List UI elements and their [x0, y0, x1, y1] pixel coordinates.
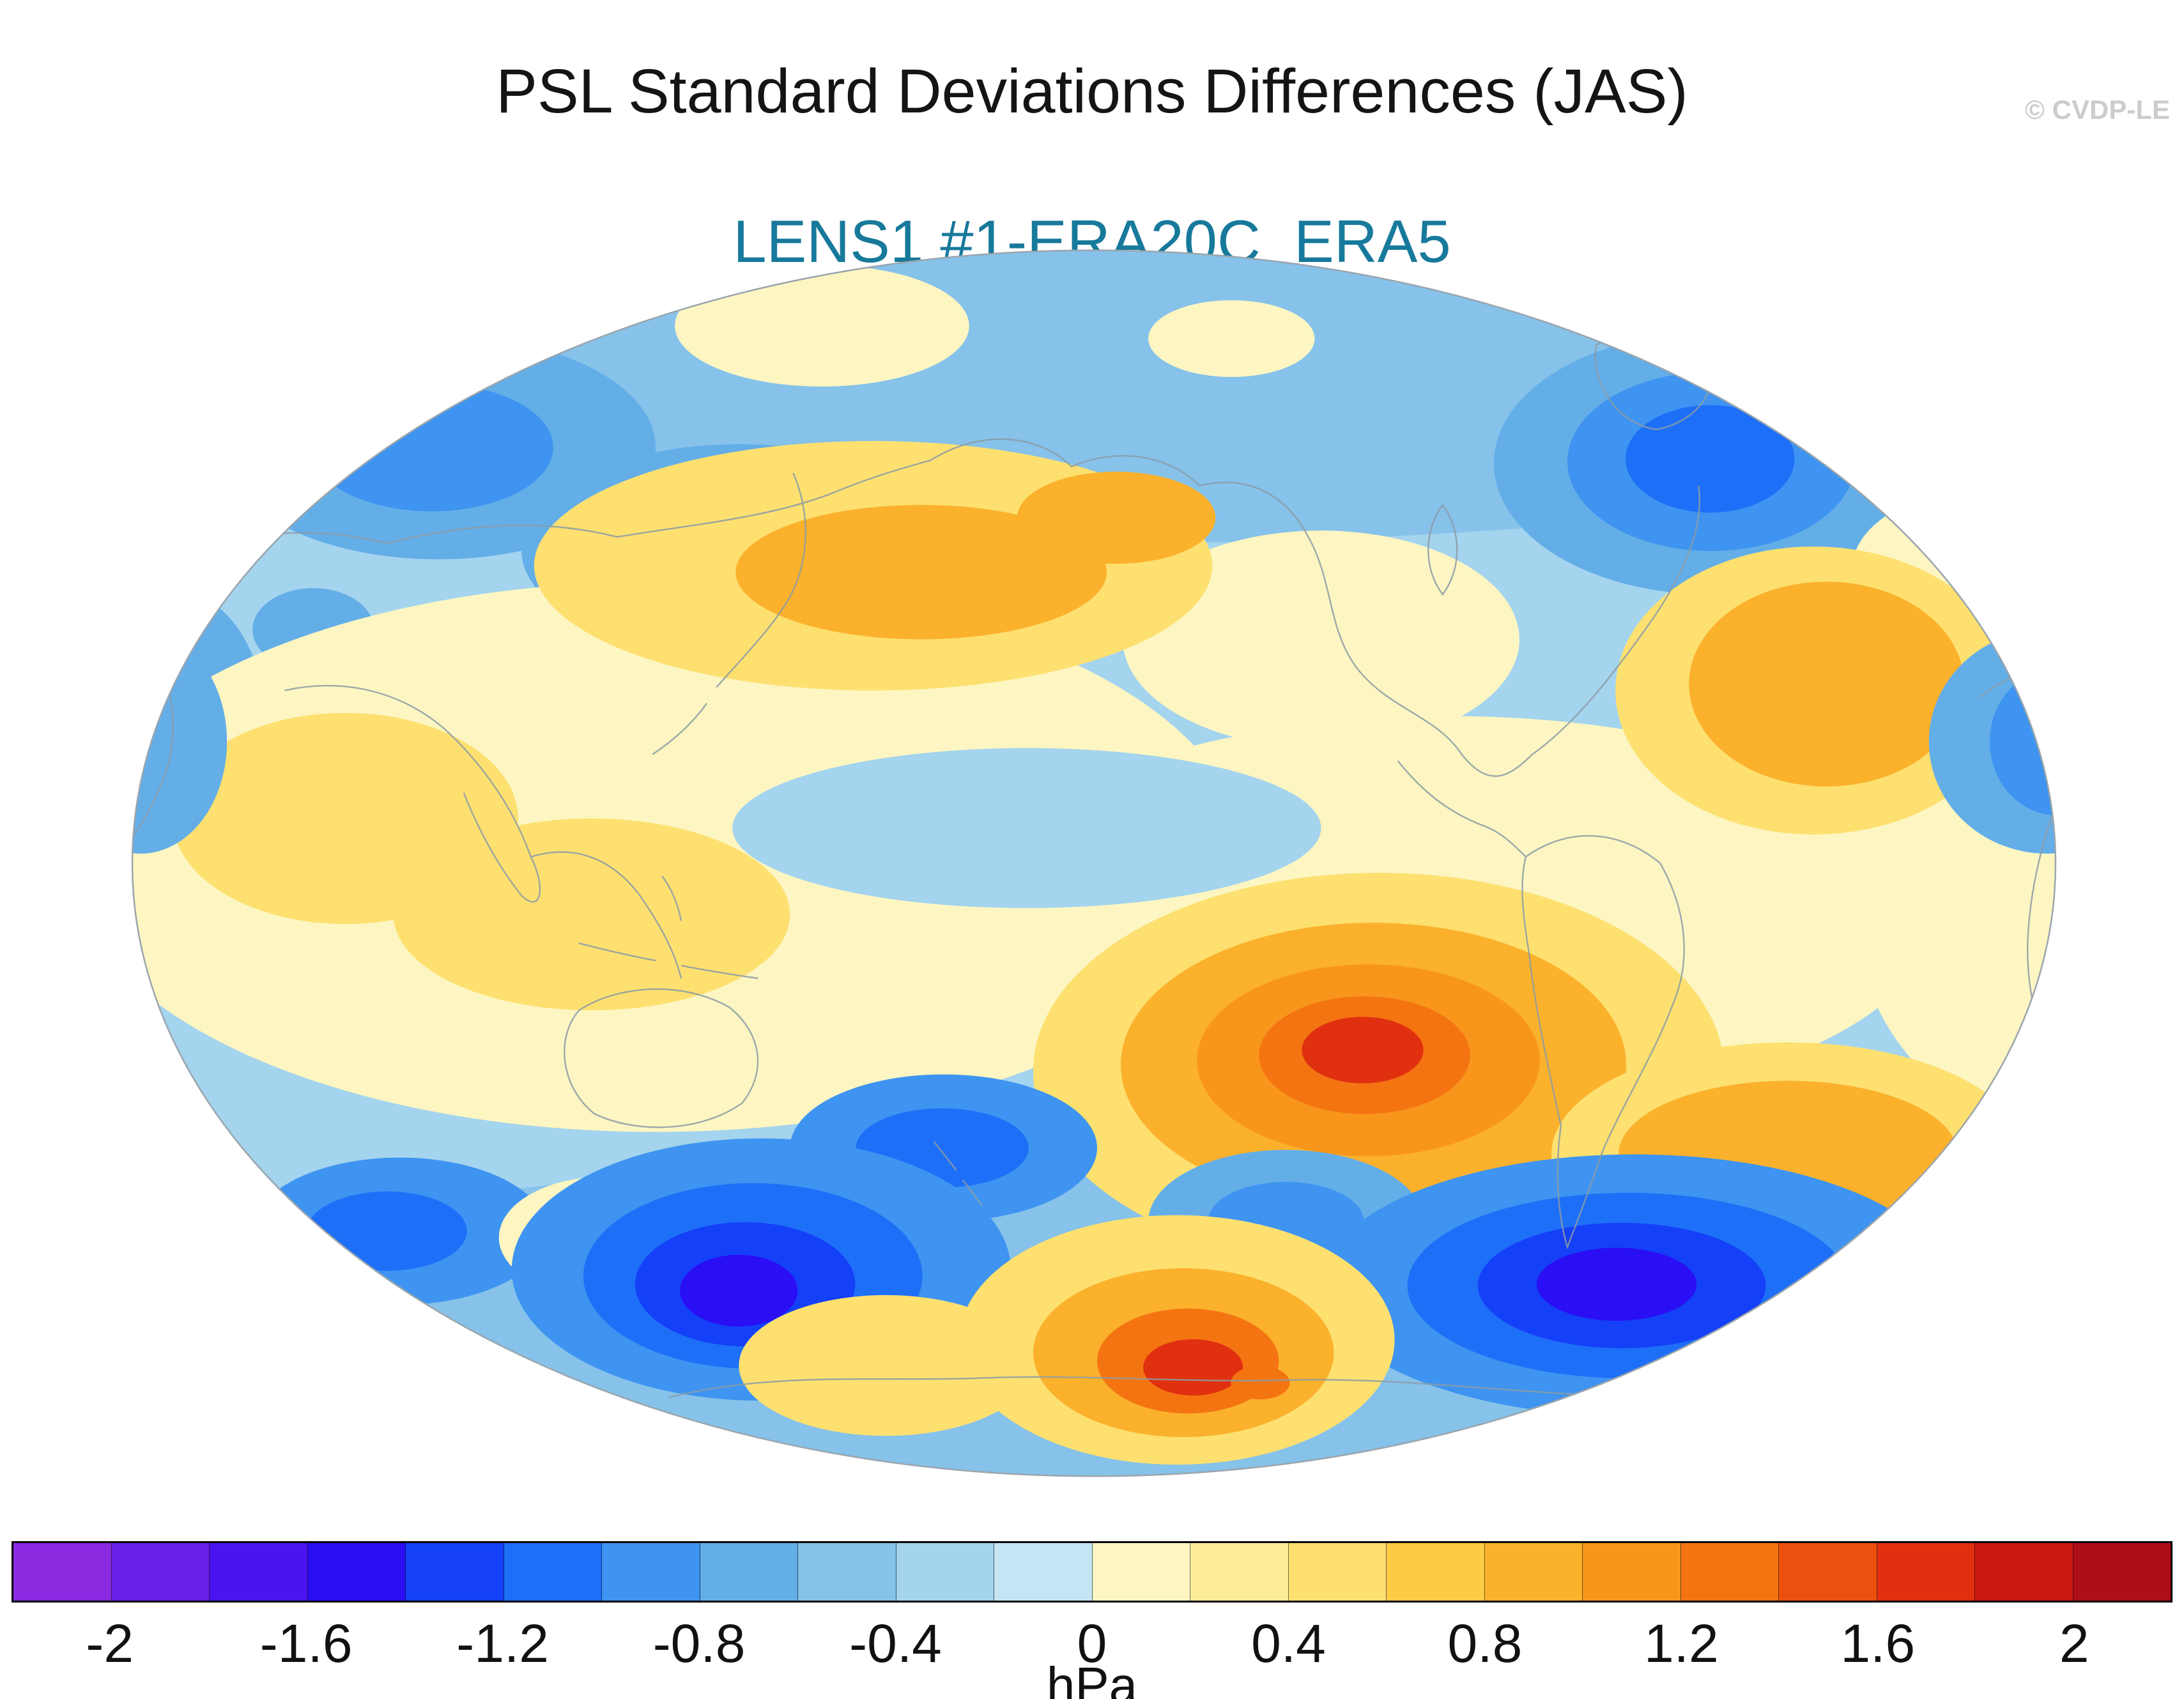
colorbar-segment	[307, 1543, 406, 1601]
colorbar-segment	[111, 1543, 210, 1601]
colorbar-ticks: -2 -1.6 -1.2 -0.8 -0.4 0 0.4 0.8 1.2 1.6 2	[12, 1615, 2172, 1676]
coastline-hudson-bay	[1427, 504, 1458, 596]
map-field	[132, 250, 2056, 1477]
colorbar-segment	[1583, 1543, 1681, 1601]
colorbar-segment	[1092, 1543, 1190, 1601]
colorbar-tick-label: 1.6	[1840, 1613, 1916, 1673]
coastline-south-america	[1521, 834, 1685, 1250]
colorbar-segment	[1190, 1543, 1289, 1601]
coastline-asia-south	[284, 684, 682, 979]
colorbar-segment	[1288, 1543, 1387, 1601]
field-blob	[1626, 405, 1795, 513]
colorbar-tick-label: 0.4	[1251, 1613, 1326, 1673]
field-blob	[735, 505, 1107, 640]
colorbar-segment	[2073, 1543, 2171, 1601]
colorbar-tick-label: 2	[2059, 1613, 2089, 1673]
field-blob	[1302, 1017, 1424, 1084]
field-blob	[1231, 1366, 1290, 1400]
coastline-indonesia	[578, 875, 758, 980]
coastline-new-zealand	[933, 1141, 983, 1206]
colorbar-segment	[1484, 1543, 1583, 1601]
colorbar-tick-label: -1.2	[456, 1613, 549, 1673]
field-blob	[1143, 1339, 1243, 1396]
colorbar-tick-label: -1.6	[259, 1613, 353, 1673]
field-blob	[680, 1254, 798, 1326]
field-blob	[1017, 472, 1216, 564]
coastlines	[132, 330, 2056, 1399]
colorbar-tick-label: 0	[1077, 1613, 1107, 1673]
field-blob	[1148, 300, 1315, 377]
map-outline	[131, 249, 2057, 1477]
world-map-svg	[131, 249, 2057, 1477]
field-blob	[1536, 1247, 1697, 1321]
colorbar-tick-label: -0.8	[652, 1613, 746, 1673]
colorbar	[12, 1541, 2172, 1603]
coastline-north-america	[930, 438, 1700, 777]
colorbar-tick-label: -0.4	[849, 1613, 942, 1673]
colorbar-segment	[210, 1543, 308, 1601]
colorbar-segment	[1779, 1543, 1877, 1601]
colorbar-segment	[994, 1543, 1093, 1601]
colorbar-tick-label: 1.2	[1643, 1613, 1719, 1673]
colorbar-segment	[1975, 1543, 2073, 1601]
world-map	[131, 248, 2057, 1479]
coastline-australia	[564, 988, 759, 1128]
coastline-antarctica	[668, 1376, 1578, 1399]
colorbar-segment	[1680, 1543, 1779, 1601]
colorbar-segment	[406, 1543, 504, 1601]
colorbar-segment	[504, 1543, 602, 1601]
coastline-central-america	[1397, 760, 1526, 857]
field-blob	[1689, 581, 1964, 787]
colorbar-segment	[700, 1543, 798, 1601]
colorbar-segment	[1877, 1543, 1975, 1601]
chart-title: PSL Standard Deviations Differences (JAS…	[496, 56, 1688, 126]
colorbar-segment	[13, 1543, 112, 1601]
colorbar-tick-label: 0.8	[1447, 1613, 1523, 1673]
field-blob	[173, 712, 518, 925]
coastline-eurasia-north	[150, 459, 931, 570]
colorbar-units: hPa	[1046, 1657, 1138, 1699]
field-blob	[310, 383, 553, 512]
colorbar-tick-label: -2	[86, 1613, 134, 1673]
field-blob	[732, 748, 1321, 909]
colorbar-segment	[896, 1543, 994, 1601]
field-blob	[675, 265, 969, 387]
colorbar-segment	[602, 1543, 700, 1601]
watermark: © CVDP-LE	[2025, 95, 2170, 125]
field-blob	[1123, 530, 1519, 748]
colorbar-segment	[1387, 1543, 1485, 1601]
coastline-japan-kamchatka	[652, 472, 806, 755]
field-blob	[739, 1295, 1033, 1436]
field-blob	[307, 1191, 467, 1271]
colorbar-segment	[798, 1543, 896, 1601]
